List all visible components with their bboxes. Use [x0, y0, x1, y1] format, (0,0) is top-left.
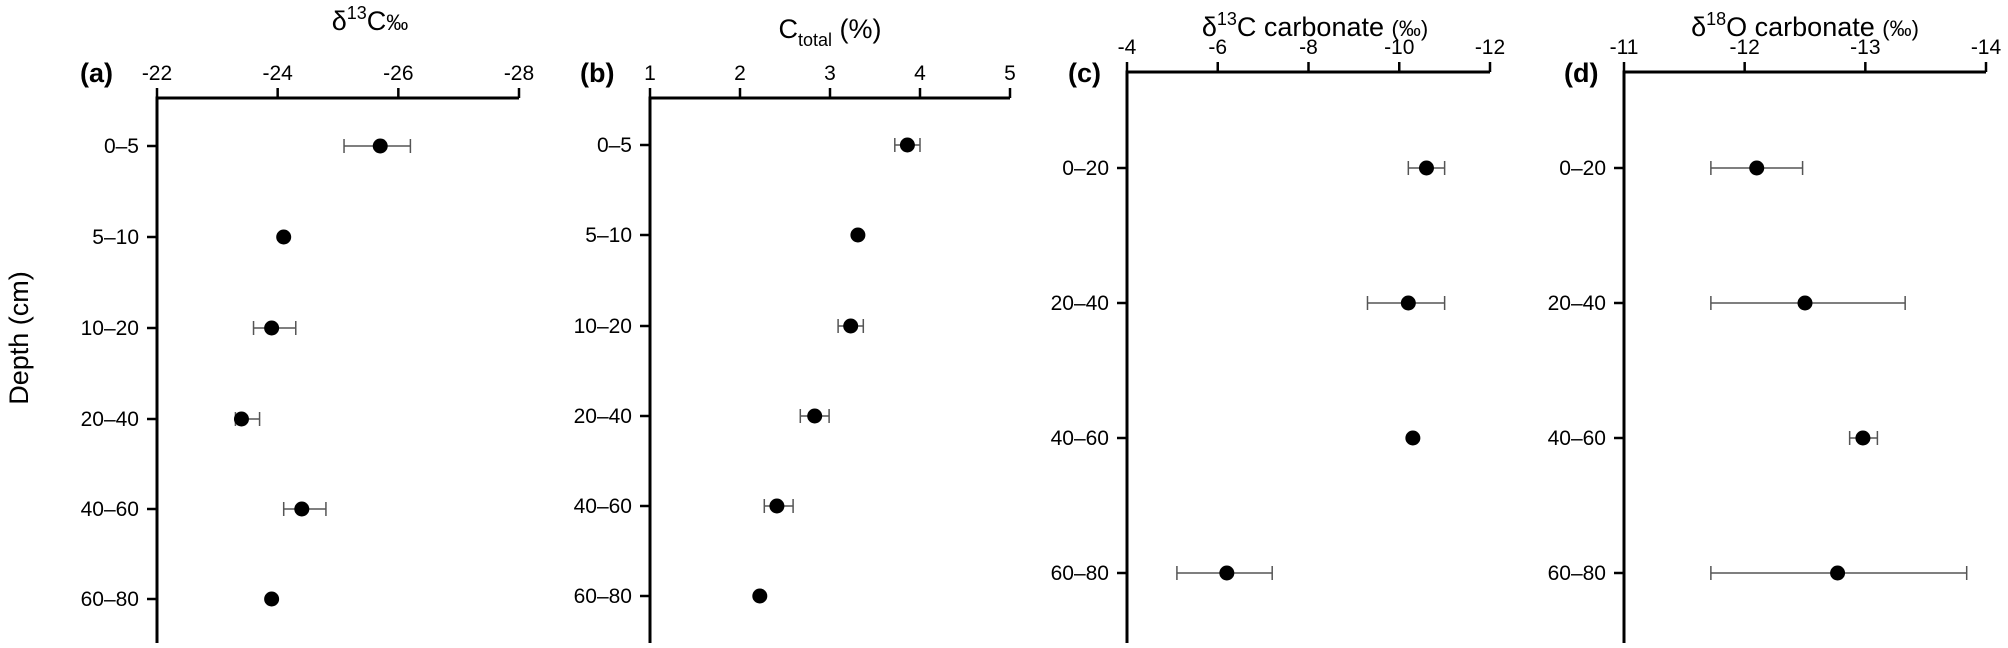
- x-tick-label: 1: [644, 62, 656, 85]
- data-point: [1749, 160, 1765, 176]
- x-tick-label: -26: [383, 62, 413, 85]
- y-tick-label: 60–80: [1548, 562, 1606, 585]
- x-tick-label: -13: [1850, 36, 1880, 59]
- y-tick-label: 20–40: [81, 408, 139, 431]
- x-tick-label: -22: [142, 62, 172, 85]
- x-tick-label: -4: [1118, 36, 1137, 59]
- data-point: [843, 318, 859, 334]
- y-tick-label: 60–80: [574, 585, 632, 608]
- panel-a: (a) δ13C‰ -22 -24 -26 -28 0–5 5–10 10–20 20–40 40–…: [80, 3, 534, 643]
- data-point: [1797, 295, 1813, 311]
- y-tick-label: 40–60: [81, 498, 139, 521]
- y-tick-label: 20–40: [574, 405, 632, 428]
- y-tick-label: 40–60: [574, 495, 632, 518]
- data-point: [1418, 160, 1434, 176]
- y-tick-label: 60–80: [81, 588, 139, 611]
- data-point: [769, 498, 785, 514]
- panel-letter: (d): [1564, 58, 1598, 88]
- y-tick-label: 20–40: [1051, 292, 1109, 315]
- data-point: [1400, 295, 1416, 311]
- data-point: [1855, 430, 1871, 446]
- x-tick-label: 5: [1004, 62, 1016, 85]
- y-tick-label: 20–40: [1548, 292, 1606, 315]
- panel-letter: (b): [580, 58, 614, 88]
- data-point: [276, 229, 292, 245]
- y-tick-label: 5–10: [92, 226, 139, 249]
- y-tick-label: 10–20: [574, 315, 632, 338]
- data-point: [807, 408, 823, 424]
- panel-b: (b) Ctotal (%) 1 2 3 4 5 0–5 5–10 10–20 20–40 40–60…: [574, 14, 1016, 643]
- panel-letter: (a): [80, 58, 113, 88]
- x-tick-label: 3: [824, 62, 836, 85]
- data-point: [1405, 430, 1421, 446]
- y-tick-label: 40–60: [1548, 427, 1606, 450]
- data-point: [264, 591, 280, 607]
- data-point: [233, 411, 249, 427]
- data-point: [850, 227, 866, 243]
- y-axis-title: Depth (cm): [4, 271, 34, 405]
- y-tick-label: 0–20: [1062, 157, 1109, 180]
- panel-c: (c) δ13C carbonate (‰) -4 -6 -8 -10 -12 0–20 20–…: [1051, 9, 1505, 643]
- x-tick-label: 4: [914, 62, 926, 85]
- data-point: [294, 501, 310, 517]
- data-point: [1219, 565, 1235, 581]
- x-tick-label: -11: [1610, 36, 1639, 59]
- y-tick-label: 0–5: [597, 134, 632, 157]
- panel-letter: (c): [1068, 58, 1101, 88]
- x-tick-label: -24: [262, 62, 293, 85]
- data-point: [372, 138, 388, 154]
- y-tick-label: 0–5: [104, 135, 139, 158]
- y-tick-label: 60–80: [1051, 562, 1109, 585]
- x-axis-title: δ13C‰: [332, 3, 409, 36]
- x-tick-label: -10: [1384, 36, 1414, 59]
- data-point: [752, 588, 768, 604]
- x-tick-label: -28: [504, 62, 534, 85]
- panel-d: (d) δ18O carbonate (‰) -11 -12 -13 -14 0–20 20–…: [1548, 9, 2002, 643]
- x-tick-label: -12: [1729, 36, 1759, 59]
- x-tick-label: -12: [1475, 36, 1505, 59]
- x-tick-label: -6: [1208, 36, 1227, 59]
- data-point: [264, 320, 280, 336]
- x-tick-label: -8: [1299, 36, 1318, 59]
- data-point: [899, 137, 915, 153]
- x-axis-title: δ18O carbonate (‰): [1691, 9, 1919, 42]
- y-tick-label: 40–60: [1051, 427, 1109, 450]
- x-tick-label: -14: [1971, 36, 2002, 59]
- y-tick-label: 5–10: [585, 224, 632, 247]
- x-axis-title: δ13C carbonate (‰): [1202, 9, 1428, 42]
- x-tick-label: 2: [734, 62, 746, 85]
- y-tick-label: 10–20: [81, 317, 139, 340]
- y-tick-label: 0–20: [1559, 157, 1606, 180]
- x-axis-title: Ctotal (%): [778, 14, 881, 50]
- data-point: [1830, 565, 1846, 581]
